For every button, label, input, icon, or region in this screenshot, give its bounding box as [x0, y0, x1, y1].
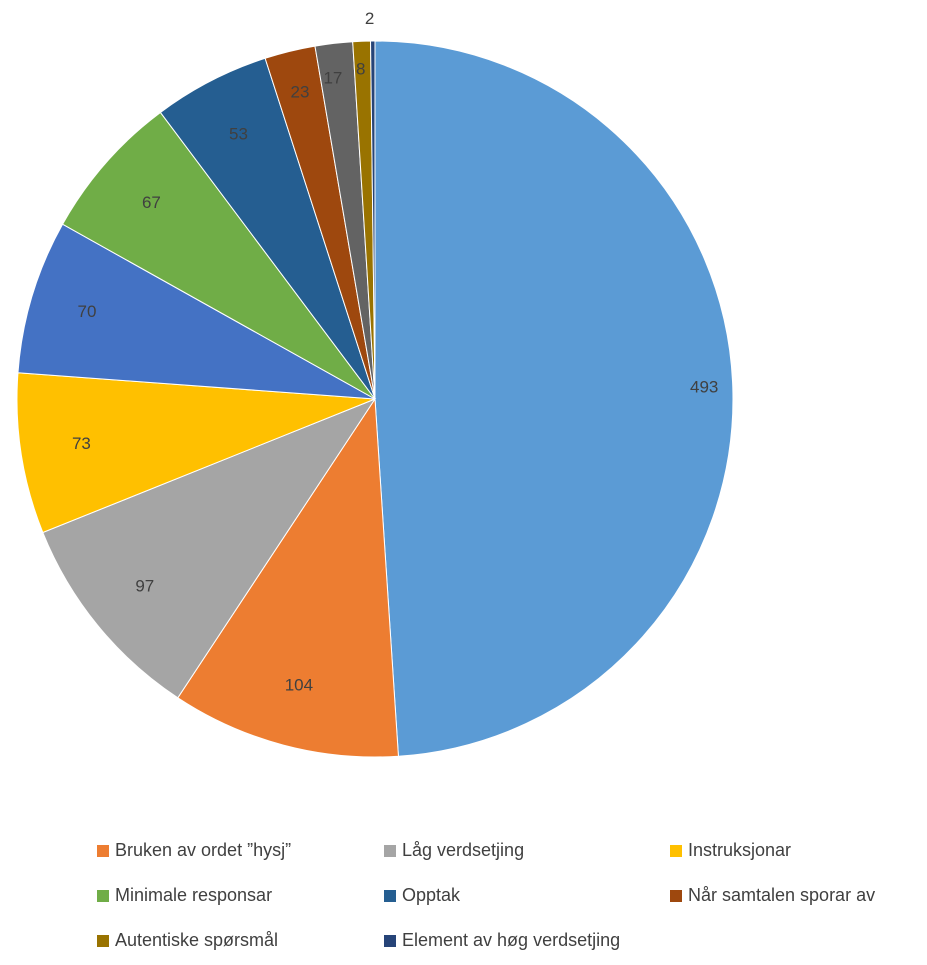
- legend: Bruken av ordet ”hysj” Låg verdsetjing I…: [0, 840, 927, 965]
- slice-data-label: 70: [78, 302, 97, 321]
- legend-swatch: [384, 934, 396, 947]
- slice-data-label: 53: [229, 125, 248, 144]
- pie-slice: [17, 223, 376, 400]
- slice-data-label: 23: [291, 82, 310, 101]
- legend-label: Bruken av ordet ”hysj”: [115, 840, 292, 860]
- slice-data-label: 17: [323, 68, 342, 87]
- pie-slice: [374, 40, 734, 757]
- pie-chart: 493 104 97 73 70 67 53 23 17 8 2: [16, 9, 734, 758]
- legend-label: Autentiske spørsmål: [115, 930, 279, 950]
- slice-data-label: 97: [135, 576, 154, 595]
- legend-label: Låg verdsetjing: [402, 840, 525, 860]
- legend-swatch: [670, 889, 682, 902]
- slice-data-label: 493: [690, 378, 718, 397]
- pie-slice: [370, 40, 376, 400]
- legend-label: Minimale responsar: [115, 885, 273, 905]
- slice-data-label: 67: [142, 193, 161, 212]
- slice-data-label: 104: [285, 676, 313, 695]
- legend-label: Når samtalen sporar av: [688, 885, 876, 905]
- legend-swatch: [670, 844, 682, 857]
- legend-label: Instruksjonar: [688, 840, 792, 860]
- slice-data-label: 2: [365, 9, 374, 28]
- slice-data-label: 8: [356, 59, 365, 78]
- legend-label: Element av høg verdsetjing: [402, 930, 621, 950]
- legend-item: Opptak: [384, 885, 460, 906]
- legend-item: Instruksjonar: [670, 840, 791, 861]
- legend-item: Når samtalen sporar av: [670, 885, 875, 906]
- pie-slice: [16, 372, 376, 534]
- legend-item: Bruken av ordet ”hysj”: [97, 840, 291, 861]
- pie-slice: [61, 111, 376, 400]
- legend-item: Minimale responsar: [97, 885, 272, 906]
- legend-swatch: [384, 889, 396, 902]
- pie-slice: [42, 397, 377, 699]
- slice-data-label: 73: [72, 434, 91, 453]
- legend-item: Autentiske spørsmål: [97, 930, 278, 951]
- legend-item: Låg verdsetjing: [384, 840, 524, 861]
- legend-swatch: [97, 934, 109, 947]
- legend-swatch: [97, 889, 109, 902]
- pie-slice: [177, 397, 399, 758]
- legend-swatch: [97, 844, 109, 857]
- legend-swatch: [384, 844, 396, 857]
- pie-slices: [16, 40, 734, 758]
- legend-label: Opptak: [402, 885, 461, 905]
- slice-labels: 493 104 97 73 70 67 53 23 17 8 2: [72, 9, 718, 695]
- legend-item: Element av høg verdsetjing: [384, 930, 620, 951]
